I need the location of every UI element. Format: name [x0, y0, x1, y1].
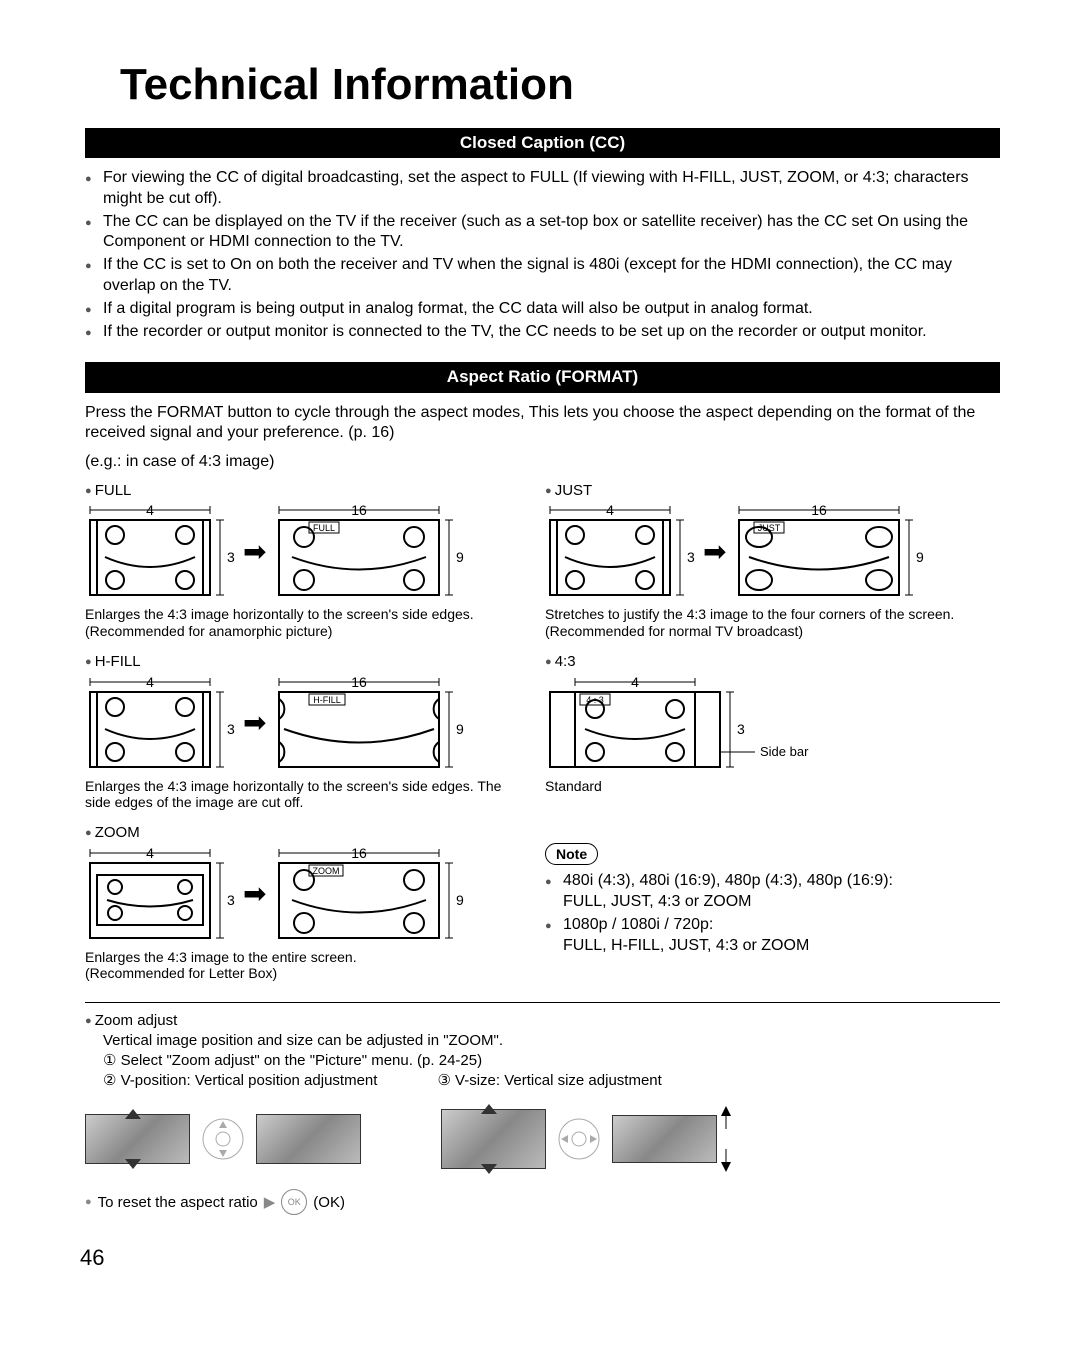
arrow-down-icon: [85, 1157, 190, 1171]
aspect-intro: Press the FORMAT button to cycle through…: [85, 403, 1000, 445]
arrow-right-icon: ➡: [703, 534, 726, 570]
svg-text:9: 9: [456, 721, 464, 737]
svg-text:3: 3: [227, 721, 235, 737]
aspect-diagram-source-icon: 4 3: [85, 674, 235, 774]
43-label: 4:3: [545, 652, 985, 672]
arrow-up-icon: [85, 1107, 190, 1121]
dpad-icon: [558, 1118, 600, 1160]
reset-suffix: (OK): [313, 1193, 345, 1213]
just-mode: JUST 4 3 ➡ 16: [545, 481, 985, 640]
svg-text:4: 4: [146, 845, 154, 861]
just-desc: Stretches to justify the 4:3 image to th…: [545, 606, 985, 640]
hfill-desc: Enlarges the 4:3 image horizontally to t…: [85, 778, 525, 812]
zoom-adjust-line: Vertical image position and size can be …: [103, 1031, 1000, 1051]
zoom-adjust-step2: ② V-position: Vertical position adjustme…: [103, 1071, 377, 1091]
svg-text:4: 4: [146, 502, 154, 518]
zoom-desc: Enlarges the 4:3 image to the entire scr…: [85, 949, 525, 983]
photo-placeholder-icon: [612, 1115, 717, 1163]
aspect-diagram-dest-icon: 16 FULL 9: [274, 502, 464, 602]
svg-text:3: 3: [227, 549, 235, 565]
43-mode: 4:3 4 4 : 3 3 Side bar: [545, 652, 985, 811]
cc-bullet: For viewing the CC of digital broadcasti…: [85, 168, 1000, 210]
zoom-mode: ZOOM 4 3 ➡ 16: [85, 823, 525, 982]
cc-bullet: If a digital program is being output in …: [85, 299, 1000, 320]
hfill-diagram: 4 3 ➡ 16 H-FILL: [85, 674, 525, 774]
svg-text:3: 3: [227, 892, 235, 908]
svg-text:4: 4: [146, 674, 154, 690]
full-diagram: 4 3 ➡ 16 FULL: [85, 502, 525, 602]
arrow-down-icon: [441, 1162, 546, 1176]
svg-text:H-FILL: H-FILL: [314, 695, 342, 705]
arrow-up-icon: [441, 1102, 546, 1116]
arrow-right-icon: ➡: [243, 534, 266, 570]
cc-bullet-list: For viewing the CC of digital broadcasti…: [85, 168, 1000, 342]
svg-text:16: 16: [352, 502, 368, 518]
aspect-diagram-dest-icon: 16 JUST 9: [734, 502, 924, 602]
svg-text:ZOOM: ZOOM: [313, 866, 340, 876]
aspect-diagram-source-icon: 4 3: [85, 502, 235, 602]
note-line: 480i (4:3), 480i (16:9), 480p (4:3), 480…: [545, 871, 985, 913]
svg-text:16: 16: [352, 845, 368, 861]
resize-arrows-icon: [719, 1104, 739, 1174]
aspect-diagram-dest-icon: 16 ZOOM 9: [274, 845, 464, 945]
svg-text:Side bar: Side bar: [760, 744, 809, 759]
aspect-diagram-dest-icon: 16 H-FILL 9: [274, 674, 464, 774]
43-desc: Standard: [545, 778, 985, 795]
aspect-diagram-43-icon: 4 4 : 3 3 Side bar: [545, 674, 845, 774]
cc-section-bar: Closed Caption (CC): [85, 128, 1000, 158]
photo-placeholder-icon: [441, 1109, 546, 1169]
reset-row: To reset the aspect ratio ▶ OK (OK): [85, 1189, 1000, 1215]
svg-text:4: 4: [631, 674, 639, 690]
svg-text:3: 3: [687, 549, 695, 565]
vsize-illustration: [441, 1109, 717, 1169]
aspect-diagram-source-icon: 4 3: [85, 845, 235, 945]
zoom-adjust-step3: ③ V-size: Vertical size adjustment: [437, 1071, 661, 1091]
cc-bullet: If the recorder or output monitor is con…: [85, 322, 1000, 343]
ok-button-icon: OK: [281, 1189, 307, 1215]
note-block: Note 480i (4:3), 480i (16:9), 480p (4:3)…: [545, 823, 985, 982]
dpad-icon: [202, 1118, 244, 1160]
zoom-label: ZOOM: [85, 823, 525, 843]
separator: [85, 1002, 1000, 1003]
zoom-adjust-step1: ① Select "Zoom adjust" on the "Picture" …: [103, 1051, 1000, 1071]
full-desc: Enlarges the 4:3 image horizontally to t…: [85, 606, 525, 640]
svg-text:FULL: FULL: [313, 523, 335, 533]
vposition-illustration: [85, 1109, 361, 1169]
43-diagram: 4 4 : 3 3 Side bar: [545, 674, 985, 774]
note-line: 1080p / 1080i / 720p: FULL, H-FILL, JUST…: [545, 915, 985, 957]
zoom-adjust-label: Zoom adjust: [85, 1011, 1000, 1031]
aspect-section-bar: Aspect Ratio (FORMAT): [85, 362, 1000, 392]
zoom-diagram: 4 3 ➡ 16 ZOOM: [85, 845, 525, 945]
note-pill: Note: [545, 843, 598, 865]
svg-text:4: 4: [606, 502, 614, 518]
full-label: FULL: [85, 481, 525, 501]
just-diagram: 4 3 ➡ 16 JUST: [545, 502, 985, 602]
aspect-diagram-source-icon: 4 3: [545, 502, 695, 602]
svg-text:9: 9: [456, 892, 464, 908]
arrow-right-icon: ➡: [243, 876, 266, 912]
reset-text: To reset the aspect ratio: [98, 1193, 258, 1213]
svg-text:16: 16: [352, 674, 368, 690]
hfill-label: H-FILL: [85, 652, 525, 672]
page-title: Technical Information: [120, 60, 1000, 110]
svg-text:3: 3: [737, 721, 745, 737]
cc-bullet: The CC can be displayed on the TV if the…: [85, 212, 1000, 254]
zoom-adjust-block: Zoom adjust Vertical image position and …: [85, 1011, 1000, 1215]
svg-text:9: 9: [916, 549, 924, 565]
just-label: JUST: [545, 481, 985, 501]
photo-placeholder-icon: [256, 1114, 361, 1164]
arrow-right-icon: ➡: [243, 705, 266, 741]
full-mode: FULL 4 3 ➡ 16: [85, 481, 525, 640]
svg-text:16: 16: [812, 502, 828, 518]
cc-bullet: If the CC is set to On on both the recei…: [85, 255, 1000, 297]
hfill-mode: H-FILL 4 3 ➡ 16: [85, 652, 525, 811]
aspect-example: (e.g.: in case of 4:3 image): [85, 452, 1000, 473]
page-number: 46: [80, 1245, 1000, 1271]
svg-text:9: 9: [456, 549, 464, 565]
